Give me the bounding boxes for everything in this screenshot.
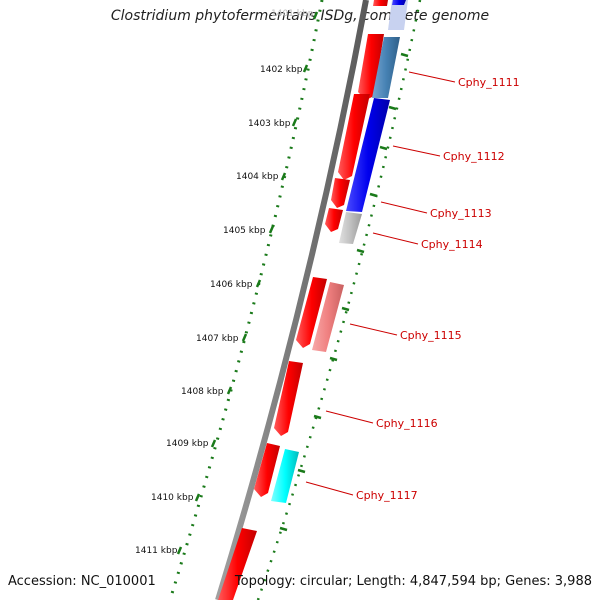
gene-label[interactable]: Cphy_1115 xyxy=(400,329,462,342)
gene-forward[interactable] xyxy=(296,277,327,348)
gene-forward[interactable] xyxy=(218,528,257,600)
gene-forward[interactable] xyxy=(274,361,303,436)
lane-tick xyxy=(379,145,388,151)
leader-line xyxy=(305,481,354,496)
scale-label: 1407 kbp xyxy=(196,334,239,344)
gene-lane-ticks xyxy=(279,52,409,532)
forward-genes xyxy=(218,0,388,600)
scale-label: 1411 kbp xyxy=(135,546,178,556)
leader-line xyxy=(372,232,419,245)
scale-tick xyxy=(291,118,298,127)
gene-partial-top-blue[interactable] xyxy=(392,0,406,5)
scale-label: 1409 kbp xyxy=(166,439,209,449)
scale-labels: 1401 kbp 1402 kbp 1403 kbp 1404 kbp 1405… xyxy=(135,9,314,556)
lane-tick xyxy=(369,192,378,198)
scale-ticks xyxy=(176,11,319,555)
gene-label[interactable]: Cphy_1114 xyxy=(421,238,483,251)
scale-label: 1402 kbp xyxy=(260,65,303,75)
gene-leader-lines xyxy=(305,71,456,496)
gene-label[interactable]: Cphy_1111 xyxy=(458,76,520,89)
gene-cphy-1115[interactable] xyxy=(312,282,344,352)
lane-tick xyxy=(279,526,288,532)
lane-tick xyxy=(356,248,365,254)
scale-tick xyxy=(312,11,319,20)
scale-label: 1401 kbp xyxy=(271,9,314,19)
leader-line xyxy=(349,323,398,336)
gene-label[interactable]: Cphy_1113 xyxy=(430,207,492,220)
lane-tick xyxy=(297,468,306,474)
scale-label: 1405 kbp xyxy=(223,226,266,236)
lane-tick xyxy=(400,52,409,58)
scale-tick xyxy=(255,279,262,288)
scale-tick xyxy=(280,172,287,181)
lane-tick xyxy=(329,356,338,362)
scale-tick xyxy=(176,546,183,555)
gene-cphy-1111[interactable] xyxy=(372,37,400,98)
leader-line xyxy=(380,201,428,214)
lane-tick xyxy=(341,306,350,312)
gene-forward[interactable] xyxy=(338,94,370,180)
leader-line xyxy=(408,71,456,83)
genome-summary: Topology: circular; Length: 4,847,594 bp… xyxy=(234,574,592,589)
gene-forward[interactable] xyxy=(254,443,280,497)
leader-line xyxy=(325,410,374,424)
scale-label: 1410 kbp xyxy=(151,493,194,503)
gene-forward[interactable] xyxy=(358,34,384,100)
gene-labels: Cphy_1111 Cphy_1112 Cphy_1113 Cphy_1114 … xyxy=(356,76,520,502)
gene-forward[interactable] xyxy=(331,178,350,208)
gene-cphy-1112[interactable] xyxy=(346,98,390,212)
scale-tick xyxy=(302,64,309,73)
scale-label: 1406 kbp xyxy=(210,280,253,290)
lane-tick xyxy=(313,414,322,420)
gene-label[interactable]: Cphy_1116 xyxy=(376,417,438,430)
scale-tick xyxy=(210,439,217,448)
scale-tick xyxy=(194,493,201,502)
gene-cphy-1114[interactable] xyxy=(339,212,362,244)
genome-backbone xyxy=(215,0,369,600)
scale-tick xyxy=(226,386,233,395)
scale-tick xyxy=(268,225,275,234)
scale-label: 1404 kbp xyxy=(236,172,279,182)
gene-label[interactable]: Cphy_1112 xyxy=(443,150,505,163)
gene-forward[interactable] xyxy=(373,0,388,6)
lane-tick xyxy=(388,105,397,111)
outer-lane-genes xyxy=(271,37,400,503)
gene-partial-top[interactable] xyxy=(388,0,408,30)
accession-label: Accession: NC_010001 xyxy=(8,574,156,589)
leader-line xyxy=(392,145,441,157)
gene-label[interactable]: Cphy_1117 xyxy=(356,489,418,502)
gene-cphy-1117[interactable] xyxy=(271,449,299,503)
scale-label: 1403 kbp xyxy=(248,119,291,129)
gene-forward[interactable] xyxy=(325,208,343,232)
scale-tick xyxy=(241,333,248,342)
scale-label: 1408 kbp xyxy=(181,387,224,397)
